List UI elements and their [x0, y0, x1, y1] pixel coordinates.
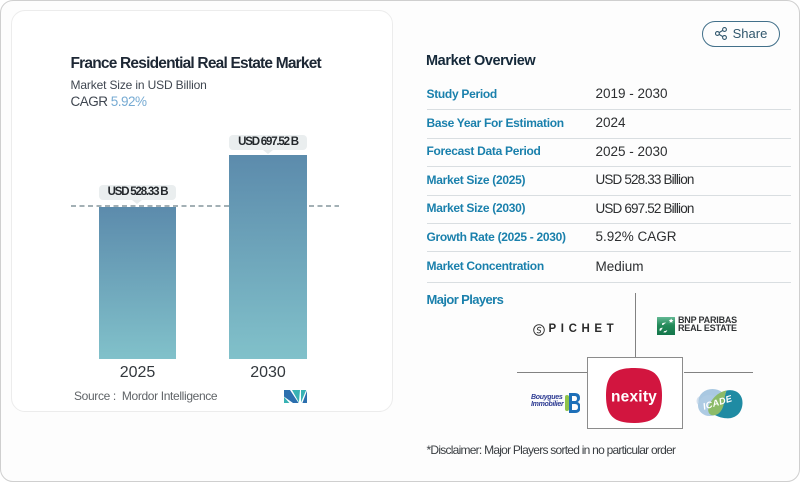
svg-text:nexity: nexity	[611, 389, 657, 406]
